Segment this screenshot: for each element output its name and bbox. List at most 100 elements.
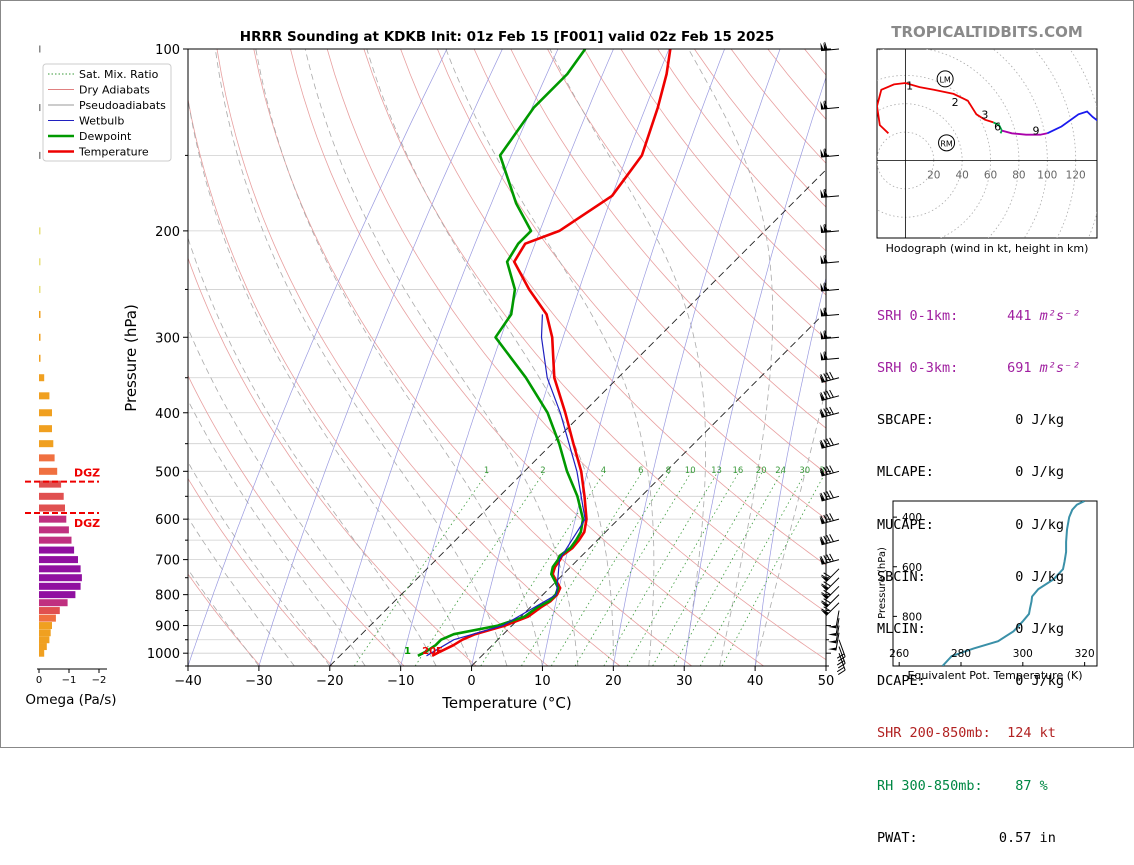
- barb-feather: [837, 669, 846, 675]
- y-tick-label: 100: [155, 43, 180, 58]
- barb-feather: [836, 660, 845, 666]
- dry-adiabat-line: [216, 49, 621, 666]
- omega-bar: [39, 151, 41, 159]
- barb-feather: [826, 466, 831, 474]
- omega-bar: [39, 536, 72, 544]
- barb-flag: [820, 575, 829, 582]
- omega-bar: [39, 607, 60, 615]
- omega-bar: [39, 565, 81, 573]
- theta-e-y-tick-label: 800: [902, 611, 922, 623]
- skewt-background-lines: 1 2 4 6 8 10 13 16 20 24 30 36: [188, 49, 826, 666]
- mixing-ratio-label: 13: [711, 466, 722, 476]
- wetbulb-reference-line: [754, 276, 826, 666]
- barb-staff: [821, 154, 840, 158]
- pseudoadiabat-line: [366, 49, 614, 666]
- wind-barb: [820, 330, 840, 340]
- barb-feather: [821, 592, 829, 598]
- pseudoadiabat-line: [214, 49, 508, 666]
- wind-barb: [820, 282, 840, 292]
- isotherm-line: [329, 169, 826, 666]
- x-tick-label: 20: [605, 674, 622, 689]
- barb-flag: [827, 640, 837, 644]
- theta-e-trace: [941, 501, 1086, 666]
- barb-feather: [824, 100, 828, 109]
- dry-adiabat-line: [583, 49, 826, 340]
- barb-feather: [823, 391, 828, 400]
- pseudoadiabat-line: [445, 49, 655, 666]
- wind-barb: [819, 490, 840, 502]
- mlcape-label: MLCAPE:: [877, 464, 934, 481]
- barb-flag: [820, 601, 829, 608]
- omega-bar: [39, 591, 76, 599]
- hodograph-height-label: 1: [906, 80, 913, 93]
- barb-flag: [820, 42, 825, 51]
- dgz-label-bottom: DGZ: [74, 517, 100, 530]
- dry-adiabat-line: [547, 49, 826, 384]
- barb-feather: [820, 536, 826, 545]
- dgz-label-top: DGZ: [74, 467, 100, 480]
- shr-label: SHR 200-850mb:: [877, 725, 991, 742]
- barb-flag: [820, 584, 829, 591]
- isotherm-line: [471, 310, 826, 666]
- skewt-ylabel: Pressure (hPa): [122, 304, 140, 412]
- hodograph-trace: [877, 82, 994, 134]
- barb-flag: [820, 593, 829, 600]
- pseudoadiabat-line: [188, 461, 331, 666]
- barb-feather: [829, 513, 834, 521]
- barb-feather: [820, 467, 826, 476]
- right-mover-marker: [938, 134, 956, 152]
- x-tick-label: −40: [174, 674, 201, 689]
- barb-feather: [823, 466, 828, 475]
- x-tick-label: 40: [747, 674, 764, 689]
- omega-bar: [39, 392, 50, 400]
- theta-e-x-tick-label: 300: [1013, 648, 1033, 660]
- omega-bar: [39, 556, 78, 564]
- left-mover-label: LM: [939, 75, 950, 84]
- legend-label: Pseudoadiabats: [79, 99, 166, 112]
- mixing-ratio-label: 30: [799, 466, 810, 476]
- hodograph-height-label: 9: [1032, 125, 1039, 138]
- dry-adiabat-line: [188, 97, 549, 666]
- mixing-ratio-line: [550, 471, 671, 666]
- skewt-frame: [187, 48, 827, 667]
- omega-bar: [39, 425, 52, 433]
- legend-box: [42, 63, 172, 162]
- omega-bar: [39, 354, 41, 362]
- theta-e-x-tick-label: 260: [889, 648, 909, 660]
- barb-feather: [824, 148, 828, 157]
- figure-frame: HRRR Sounding at KDKB Init: 01z Feb 15 […: [0, 0, 1134, 846]
- pseudoadiabat-line: [255, 49, 543, 666]
- barb-feather: [837, 656, 846, 662]
- wind-barb: [820, 577, 840, 591]
- theta-e-plot: [941, 501, 1086, 666]
- site-brand: TROPICALTIDBITS.COM: [891, 23, 1083, 41]
- barb-staff: [821, 107, 840, 110]
- rh-row: RH 300-850mb: 87 %: [877, 778, 1080, 795]
- mixing-ratio-label: 2: [540, 466, 545, 476]
- wind-barb: [820, 148, 840, 158]
- wind-barb: [819, 553, 840, 565]
- mucape-value: 0 J/kg: [1015, 516, 1064, 533]
- mixing-ratio-label: 20: [756, 466, 767, 476]
- skewt-axes: 20F 1 −40 −30 −20 −10 0 10 20 30 40 50 100 200 300 400 5…: [147, 43, 834, 689]
- theta-e-y-tick-label: 400: [902, 512, 922, 524]
- dry-adiabat-line: [473, 49, 826, 474]
- barb-feather: [821, 574, 829, 580]
- wind-barb: [827, 632, 840, 651]
- wind-barb: [820, 188, 840, 198]
- pseudoadiabat-line: [304, 49, 579, 666]
- wind-barb: [827, 618, 840, 636]
- legend-label: Dewpoint: [79, 130, 132, 143]
- omega-bar: [39, 227, 41, 235]
- barb-feather: [824, 307, 828, 316]
- wetbulb-reference-line: [612, 49, 781, 666]
- hodograph-trace: [1046, 110, 1097, 135]
- mixing-ratio-line: [480, 471, 606, 666]
- omega-bar: [39, 45, 41, 53]
- pseudoadiabat-line: [754, 386, 826, 666]
- wind-barb: [836, 653, 846, 675]
- x-tick-label: 50: [818, 674, 835, 689]
- theta-e-x-tick-label: 280: [951, 648, 971, 660]
- legend-label: Temperature: [78, 146, 149, 159]
- mlcape-row: MLCAPE: 0 J/kg: [877, 464, 1080, 481]
